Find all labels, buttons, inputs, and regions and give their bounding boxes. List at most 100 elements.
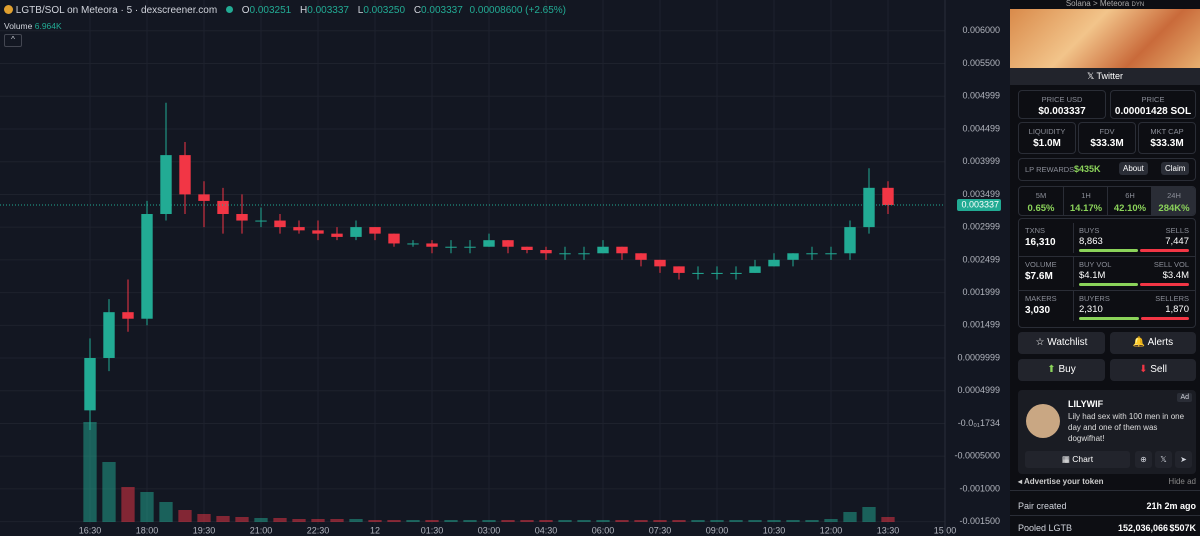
y-tick-label: 0.005500 bbox=[962, 58, 1000, 68]
volume-bar bbox=[881, 517, 895, 522]
market-cap: MKT CAP $33.3M bbox=[1138, 122, 1196, 154]
candle-body bbox=[787, 253, 799, 260]
tab[interactable]: 24H 284K% bbox=[1151, 187, 1195, 215]
claim-button[interactable]: Claim bbox=[1161, 162, 1190, 175]
volume-bar bbox=[501, 520, 515, 522]
candle-body bbox=[578, 253, 590, 255]
candle-body bbox=[825, 253, 837, 255]
sell-button[interactable]: ⬇ Sell bbox=[1110, 359, 1196, 381]
candle-body bbox=[692, 272, 704, 274]
volume-bar bbox=[843, 512, 857, 522]
y-tick-label: 0.003499 bbox=[962, 189, 1000, 199]
ad-chart-button[interactable]: ▦ Chart bbox=[1025, 451, 1130, 468]
y-tick-label: 0.004499 bbox=[962, 123, 1000, 133]
ad-x-button[interactable]: 𝕏 bbox=[1155, 451, 1172, 468]
twitter-link[interactable]: 𝕏 Twitter bbox=[1010, 68, 1200, 85]
label: Chart bbox=[1072, 454, 1094, 464]
candle-body bbox=[654, 259, 666, 267]
buy-ratio-bar bbox=[1079, 283, 1139, 286]
volume-bar bbox=[805, 520, 819, 522]
candle-body bbox=[179, 155, 191, 195]
volume-bar bbox=[368, 520, 382, 522]
tab[interactable]: 6H 42.10% bbox=[1107, 187, 1152, 215]
ad-name: LILYWIF bbox=[1068, 399, 1104, 409]
volume-bar bbox=[178, 510, 192, 522]
label: FDV bbox=[1099, 127, 1115, 136]
left-value: 2,310 bbox=[1079, 304, 1103, 315]
price-sol: PRICE 0.00001428 SOL bbox=[1110, 90, 1196, 119]
ad-tag: Ad bbox=[1177, 393, 1192, 402]
volume-bar bbox=[577, 520, 591, 522]
volume-bar bbox=[824, 519, 838, 522]
candle-body bbox=[749, 266, 761, 273]
label: Advertise your token bbox=[1023, 477, 1104, 486]
right-label: SELL VOL bbox=[1153, 260, 1189, 269]
alerts-button[interactable]: 🔔 Alerts bbox=[1110, 332, 1196, 354]
dex-tag: DYN bbox=[1131, 2, 1145, 8]
value: $0.003337 bbox=[1038, 106, 1086, 117]
candle-body bbox=[445, 246, 457, 248]
candle-body bbox=[388, 233, 400, 244]
volume-bar bbox=[634, 520, 648, 522]
tab-value: 14.17% bbox=[1069, 203, 1103, 214]
volume-bar bbox=[596, 520, 610, 522]
about-button[interactable]: About bbox=[1119, 162, 1148, 175]
tab[interactable]: 5M 0.65% bbox=[1019, 187, 1063, 215]
candle-body bbox=[217, 200, 229, 215]
candle-body bbox=[844, 227, 856, 254]
x-tick-label: 21:00 bbox=[250, 525, 273, 535]
x-tick-label: 03:00 bbox=[478, 525, 501, 535]
banner-image bbox=[1010, 9, 1200, 68]
x-tick-label: 04:30 bbox=[535, 525, 558, 535]
ad-web-button[interactable]: ⊕ bbox=[1135, 451, 1152, 468]
left-value: $4.1M bbox=[1079, 270, 1106, 281]
x-tick-label: 22:30 bbox=[307, 525, 330, 535]
value: 0.00001428 SOL bbox=[1114, 106, 1192, 117]
buy-button[interactable]: ⬆ Buy bbox=[1018, 359, 1105, 381]
advertise-link[interactable]: ◂ Advertise your token bbox=[1018, 477, 1104, 486]
hide-ad[interactable]: Hide ad bbox=[1168, 477, 1196, 486]
y-tick-label: -0.0₀₁1734 bbox=[958, 418, 1000, 428]
value: $33.3M bbox=[1150, 138, 1184, 149]
y-tick-label: 0.002999 bbox=[962, 222, 1000, 232]
label: MKT CAP bbox=[1150, 127, 1184, 136]
candle-body bbox=[635, 253, 647, 260]
right-label: SELLERS bbox=[1155, 294, 1189, 303]
tab[interactable]: 1H 14.17% bbox=[1063, 187, 1108, 215]
lp-rewards: LP REWARDS $435K About Claim bbox=[1018, 158, 1196, 181]
pair-title: LGTB/SOL on Meteora · 5 · dexscreener.co… bbox=[15, 5, 218, 16]
value: $1.0M bbox=[1033, 138, 1061, 149]
pair-created-value: 21h 2m ago bbox=[1146, 501, 1196, 511]
candle-body bbox=[293, 227, 305, 231]
liquidity: LIQUIDITY $1.0M bbox=[1018, 122, 1076, 154]
watchlist-button[interactable]: ☆ Watchlist bbox=[1018, 332, 1105, 354]
divider bbox=[1073, 257, 1074, 287]
x-tick-label: 16:30 bbox=[79, 525, 102, 535]
candle-body bbox=[103, 312, 115, 358]
collapse-button[interactable]: ^ bbox=[4, 34, 22, 47]
candle-body bbox=[236, 214, 248, 221]
timeframe-tabs: 5M 0.65% 1H 14.17% 6H 42.10% 24H 284K% bbox=[1018, 186, 1196, 216]
volume-value: 6.964K bbox=[34, 21, 62, 31]
pair-created-label: Pair created bbox=[1018, 501, 1067, 511]
x-tick-label: 01:30 bbox=[421, 525, 444, 535]
candle-body bbox=[730, 272, 742, 274]
volume-bar bbox=[387, 520, 401, 522]
ohlc-key: O bbox=[241, 5, 250, 16]
last-price-label: 0.003337 bbox=[961, 199, 999, 209]
ohlc-value: 0.003251 bbox=[249, 5, 292, 16]
y-tick-label: 0.003999 bbox=[962, 156, 1000, 166]
tab-label: 6H bbox=[1125, 191, 1135, 200]
right-value: $3.4M bbox=[1162, 270, 1189, 281]
tab-label: 5M bbox=[1035, 191, 1047, 200]
pooled-label: Pooled LGTB bbox=[1018, 523, 1073, 533]
volume-bar bbox=[615, 520, 629, 522]
label: PRICE bbox=[1141, 95, 1165, 104]
candle-body bbox=[711, 272, 723, 274]
pooled-usd: $507K bbox=[1169, 523, 1196, 533]
row-label: VOLUME bbox=[1025, 260, 1057, 269]
ad-telegram-button[interactable]: ➤ bbox=[1175, 451, 1192, 468]
candle-body bbox=[369, 227, 381, 234]
x-tick-label: 13:30 bbox=[877, 525, 900, 535]
volume-bar bbox=[349, 519, 363, 522]
